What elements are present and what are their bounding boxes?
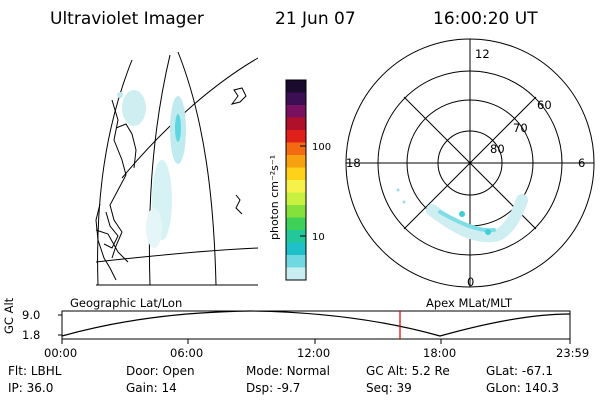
- ip-value: 36.0: [26, 381, 54, 395]
- colorbar-segment: [286, 255, 306, 268]
- colorbar-segment: [286, 105, 306, 118]
- filter-label: Flt:: [8, 364, 27, 378]
- dsp-value: -9.7: [276, 381, 301, 395]
- mlt-label-6: 6: [578, 156, 586, 170]
- colorbar-segment: [286, 130, 306, 143]
- colorbar-segment: [286, 142, 306, 156]
- time-tick-0000: 00:00: [44, 346, 78, 360]
- polar-map: [345, 38, 595, 288]
- glon-value: 140.3: [524, 381, 559, 395]
- time-label: 16:00:20 UT: [433, 9, 538, 29]
- geo-panel-label: Geographic Lat/Lon: [70, 296, 183, 310]
- mlt-label-18: 18: [346, 156, 361, 170]
- gc-alt-label: GC Alt:: [366, 364, 408, 378]
- mlat-label-70: 70: [513, 121, 528, 135]
- colorbar-segment: [286, 230, 306, 243]
- mlt-label-12: 12: [475, 47, 490, 61]
- gain-label: Gain:: [126, 381, 158, 395]
- geo-emission: [117, 90, 186, 248]
- door-status: Door: Open: [126, 364, 195, 378]
- colorbar-segment: [286, 192, 306, 206]
- colorbar-tick-100: 100: [312, 142, 331, 153]
- ip-status: IP: 36.0: [8, 381, 53, 395]
- mlat-label-60: 60: [537, 98, 552, 112]
- altitude-plot: [58, 310, 571, 344]
- time-tick-2359: 23:59: [556, 346, 590, 360]
- colorbar-segment: [286, 267, 306, 281]
- filter-status: Flt: LBHL: [8, 364, 61, 378]
- altitude-tick-low: 1.8: [22, 328, 41, 342]
- mode-label: Mode:: [246, 364, 283, 378]
- colorbar: 100 10 photon cm⁻²s⁻¹: [268, 79, 331, 281]
- seq-status: Seq: 39: [366, 381, 412, 395]
- colorbar-segment: [286, 180, 306, 193]
- colorbar-segment: [286, 155, 306, 168]
- gain-status: Gain: 14: [126, 381, 177, 395]
- colorbar-units: photon cm⁻²s⁻¹: [268, 155, 281, 240]
- door-label: Door:: [126, 364, 159, 378]
- seq-label: Seq:: [366, 381, 393, 395]
- glat-status: GLat: -67.1: [486, 364, 553, 378]
- colorbar-segment: [286, 92, 306, 106]
- mode-value: Normal: [286, 364, 330, 378]
- dsp-status: Dsp: -9.7: [246, 381, 300, 395]
- altitude-tick-high: 9.0: [22, 308, 41, 322]
- seq-value: 39: [396, 381, 412, 395]
- colorbar-segment: [286, 205, 306, 218]
- colorbar-segment: [286, 217, 306, 231]
- mlat-label-80: 80: [490, 142, 505, 156]
- glat-value: -67.1: [521, 364, 553, 378]
- mlt-label-0: 0: [467, 275, 475, 289]
- colorbar-tick-10: 10: [312, 232, 325, 243]
- filter-value: LBHL: [30, 364, 62, 378]
- glat-label: GLat:: [486, 364, 519, 378]
- colorbar-segment: [286, 80, 306, 93]
- dsp-label: Dsp:: [246, 381, 274, 395]
- mode-status: Mode: Normal: [246, 364, 330, 378]
- time-tick-0600: 06:00: [170, 346, 204, 360]
- colorbar-segment: [286, 117, 306, 131]
- colorbar-segment: [286, 167, 306, 181]
- time-tick-1200: 12:00: [297, 346, 331, 360]
- glon-label: GLon:: [486, 381, 521, 395]
- gain-value: 14: [161, 381, 177, 395]
- time-tick-1800: 18:00: [423, 346, 457, 360]
- ip-label: IP:: [8, 381, 23, 395]
- altitude-axis-title: GC Alt: [2, 297, 16, 334]
- polar-emission: [396, 188, 528, 243]
- gc-alt-value: 5.2 Re: [411, 364, 450, 378]
- polar-panel-label: Apex MLat/MLT: [426, 296, 513, 310]
- geographic-map: [95, 51, 259, 286]
- glon-status: GLon: 140.3: [486, 381, 559, 395]
- door-value: Open: [162, 364, 195, 378]
- instrument-title: Ultraviolet Imager: [50, 9, 204, 29]
- colorbar-segment: [286, 242, 306, 256]
- gc-alt-status: GC Alt: 5.2 Re: [366, 364, 450, 378]
- date-label: 21 Jun 07: [275, 9, 356, 29]
